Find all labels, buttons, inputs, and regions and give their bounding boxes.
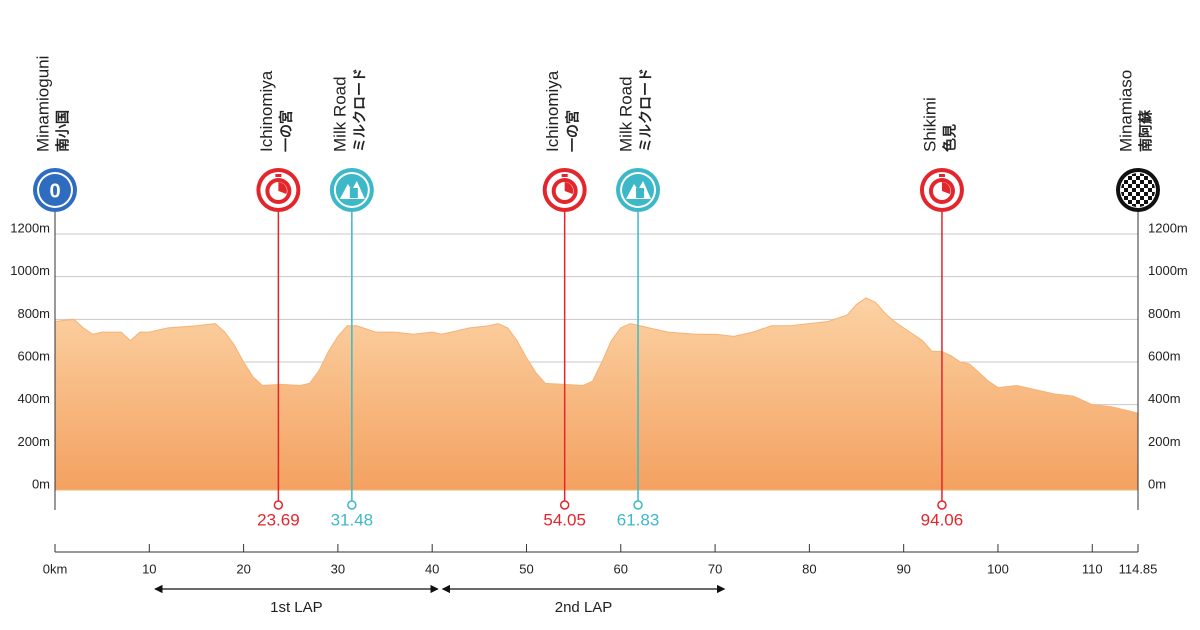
waypoint-dot [347,500,357,510]
waypoint-name: Ichinomiya [543,70,562,152]
y-tick-label: 0m [32,476,50,491]
x-tick-label: 110 [1082,561,1103,576]
waypoint-km: 94.06 [921,510,964,529]
waypoint-km: 23.69 [257,510,300,529]
x-tick-label: 30 [331,561,345,576]
waypoint-name-ja: ミルクロード [638,68,654,152]
y-tick-label-right: 600m [1148,348,1181,363]
waypoint: Ichinomiya 一の宮 54.05 [542,70,587,529]
x-tick-label: 40 [425,561,439,576]
x-tick-label: 10 [142,561,156,576]
lap-label: 1st LAP [270,599,323,616]
y-tick-label: 1000m [10,263,50,278]
y-tick-label: 600m [17,348,50,363]
waypoint-km: 31.48 [331,510,374,529]
x-tick-label: 90 [896,561,910,576]
waypoint: Minamioguni 南小国 0 [33,56,77,212]
y-tick-label-right: 1000m [1148,263,1188,278]
waypoint-name: Milk Road [617,76,636,152]
icon-hand [941,182,951,194]
waypoint-km: 61.83 [617,510,660,529]
waypoint: Milk Road ミルクロード 61.83 [616,68,661,529]
waypoint-name-ja: ミルクロード [352,68,368,152]
x-tick-label: 100 [987,561,1009,576]
x-tick-label: 0km [43,561,68,576]
icon-checker [1121,173,1155,207]
x-tick-label: 114.85 [1119,561,1158,576]
y-tick-label: 800m [17,306,50,321]
y-tick-label-right: 0m [1148,476,1166,491]
y-tick-label: 1200m [10,220,50,235]
icon-km: 0 [49,180,60,202]
waypoint-name: Minamioguni [33,56,52,152]
y-tick-label-right: 400m [1148,391,1181,406]
icon-badge [636,188,645,198]
icon-crown [275,174,282,177]
waypoint: Milk Road ミルクロード 31.48 [329,68,374,529]
x-tick-label: 50 [519,561,533,576]
x-tick-label: 70 [708,561,722,576]
y-tick-label: 400m [17,391,50,406]
waypoint-name: Ichinomiya [257,70,276,152]
waypoint: Minamiaso 南阿蘇 [1116,70,1160,212]
waypoint-name: Milk Road [330,76,349,152]
waypoint-name-ja: 一の宮 [278,110,294,152]
waypoint: Shikimi 色見 94.06 [919,97,964,529]
icon-crown [561,174,568,177]
waypoint-name-ja: 色見 [942,124,958,152]
waypoint-dot [633,500,643,510]
waypoint-name-ja: 南阿蘇 [1138,109,1154,152]
waypoint-name-ja: 南小国 [55,110,71,152]
waypoint-name: Minamiaso [1116,70,1135,152]
icon-hand [564,182,574,194]
waypoint-dot [273,500,284,510]
waypoint: Ichinomiya 一の宮 23.69 [256,70,301,529]
y-tick-label-right: 200m [1148,434,1181,449]
waypoint-dot [937,500,947,510]
elevation-area [54,297,1139,491]
icon-crown [938,174,945,177]
x-tick-label: 20 [236,561,250,576]
x-tick-label: 80 [802,561,816,576]
y-tick-label: 200m [17,434,50,449]
x-tick-label: 60 [614,561,628,576]
icon-badge [349,188,358,198]
icon-hand [278,182,287,194]
waypoint-dot [559,500,570,510]
icon-core [39,174,71,206]
waypoint-name-ja: 一の宮 [564,110,580,152]
y-tick-label-right: 1200m [1148,220,1188,235]
waypoint-name: Shikimi [920,97,939,152]
lap-label: 2nd LAP [555,599,613,616]
waypoint-km: 54.05 [543,510,586,529]
y-tick-label-right: 800m [1148,306,1181,321]
